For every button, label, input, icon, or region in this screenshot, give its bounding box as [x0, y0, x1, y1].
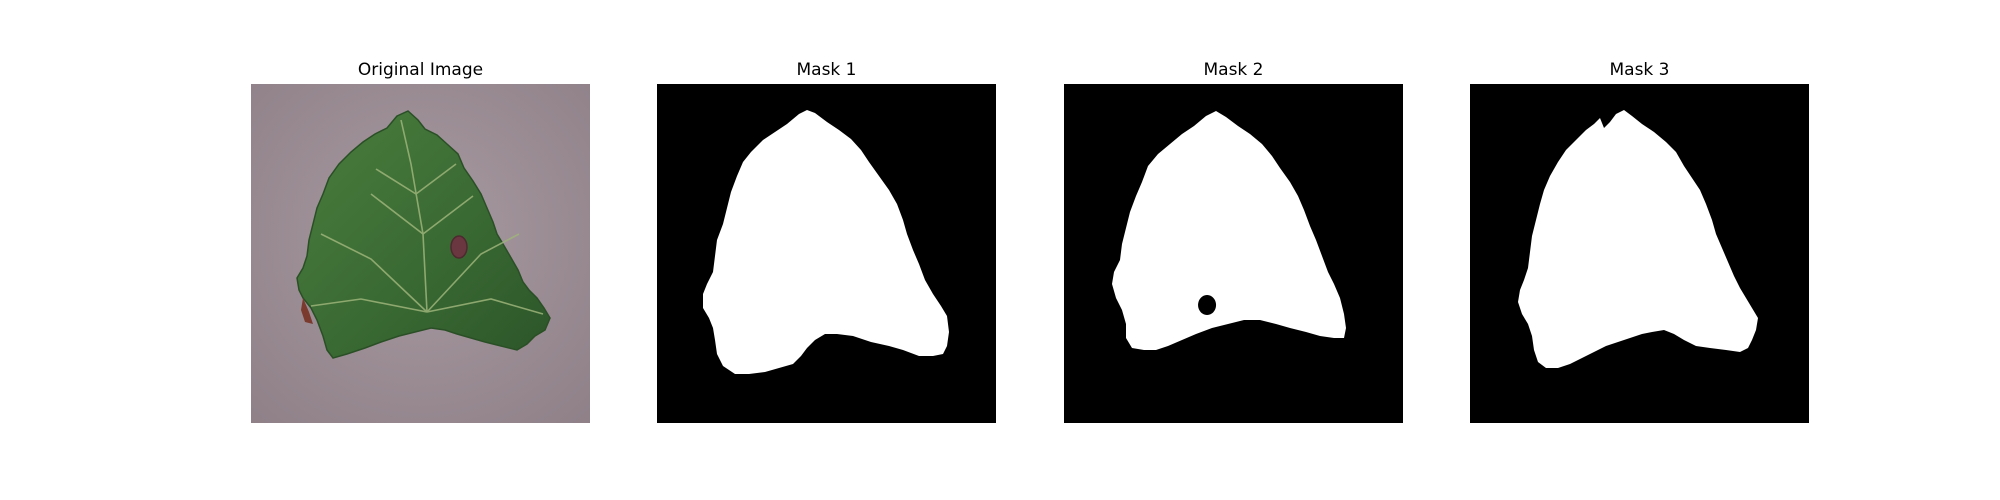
leaf-lesion [451, 236, 467, 258]
panel-original-image: Original Image [251, 0, 590, 500]
panel-mask-3: Mask 3 [1470, 0, 1809, 500]
mask-image [657, 84, 996, 423]
panel-title: Original Image [251, 58, 590, 82]
panel-title: Mask 1 [657, 58, 996, 82]
panel-title: Mask 2 [1064, 58, 1403, 82]
leaf-photo [251, 84, 590, 423]
panel-title: Mask 3 [1470, 58, 1809, 82]
panel-mask-2: Mask 2 [1064, 0, 1403, 500]
mask-image [1470, 84, 1809, 423]
mask-image [1064, 84, 1403, 423]
panel-mask-1: Mask 1 [657, 0, 996, 500]
